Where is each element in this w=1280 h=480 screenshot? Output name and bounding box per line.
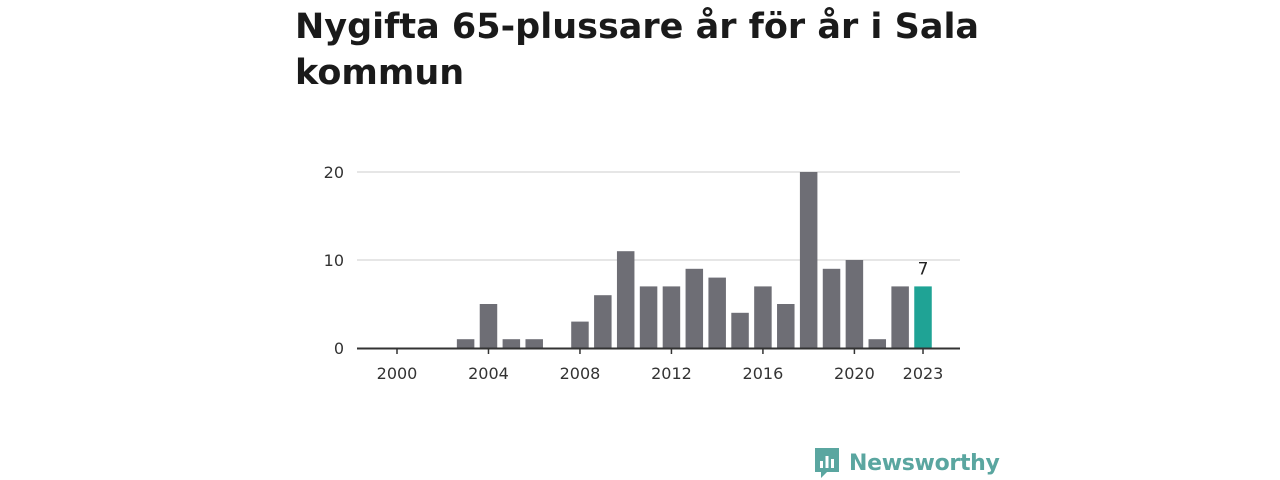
- bar-2011: [639, 286, 658, 348]
- x-tick-label: 2012: [651, 364, 692, 383]
- newsworthy-bar-chart-icon: [815, 448, 839, 478]
- bar-2006: [525, 339, 543, 348]
- y-tick-label: 10: [324, 251, 344, 270]
- x-tick-label: 2004: [468, 364, 509, 383]
- bar-2017: [777, 304, 795, 348]
- bar-2018: [799, 172, 818, 348]
- x-tick-label: 2020: [834, 364, 875, 383]
- x-tick-label: 2000: [377, 364, 418, 383]
- brand-logo: Newsworthy: [813, 446, 1000, 480]
- x-tick-label: 2008: [560, 364, 601, 383]
- bar-2016: [754, 286, 772, 348]
- bar-2023: [914, 286, 932, 348]
- gridlines: [357, 171, 960, 261]
- bar-2012: [662, 286, 681, 348]
- y-tick-label: 0: [334, 339, 344, 358]
- bar-2005: [502, 339, 521, 348]
- chart-title: Nygifta 65-plussare år för år i Sala kom…: [295, 7, 980, 93]
- axes: 0 10 20 2000 2004 2008 2012 2016 2020 2023: [324, 163, 960, 383]
- labels: 7: [918, 259, 929, 279]
- bar-2020: [845, 260, 864, 348]
- bar-2014: [708, 277, 726, 348]
- bar-2004: [479, 304, 498, 348]
- y-tick-label: 20: [324, 163, 344, 182]
- bar-2015: [731, 312, 749, 348]
- x-tick-label: 2023: [903, 364, 944, 383]
- bar-2021: [868, 339, 887, 348]
- bars: [456, 172, 932, 348]
- bar-2022: [891, 286, 909, 348]
- brand-name: Newsworthy: [849, 450, 1000, 476]
- bar-2009: [594, 295, 612, 348]
- bar-2019: [822, 268, 841, 348]
- data-label-2023: 7: [918, 259, 929, 279]
- bar-2003: [456, 339, 475, 348]
- bar-2013: [685, 268, 704, 348]
- bar-2010: [616, 251, 635, 348]
- x-tick-label: 2016: [743, 364, 784, 383]
- bar-2008: [571, 321, 589, 348]
